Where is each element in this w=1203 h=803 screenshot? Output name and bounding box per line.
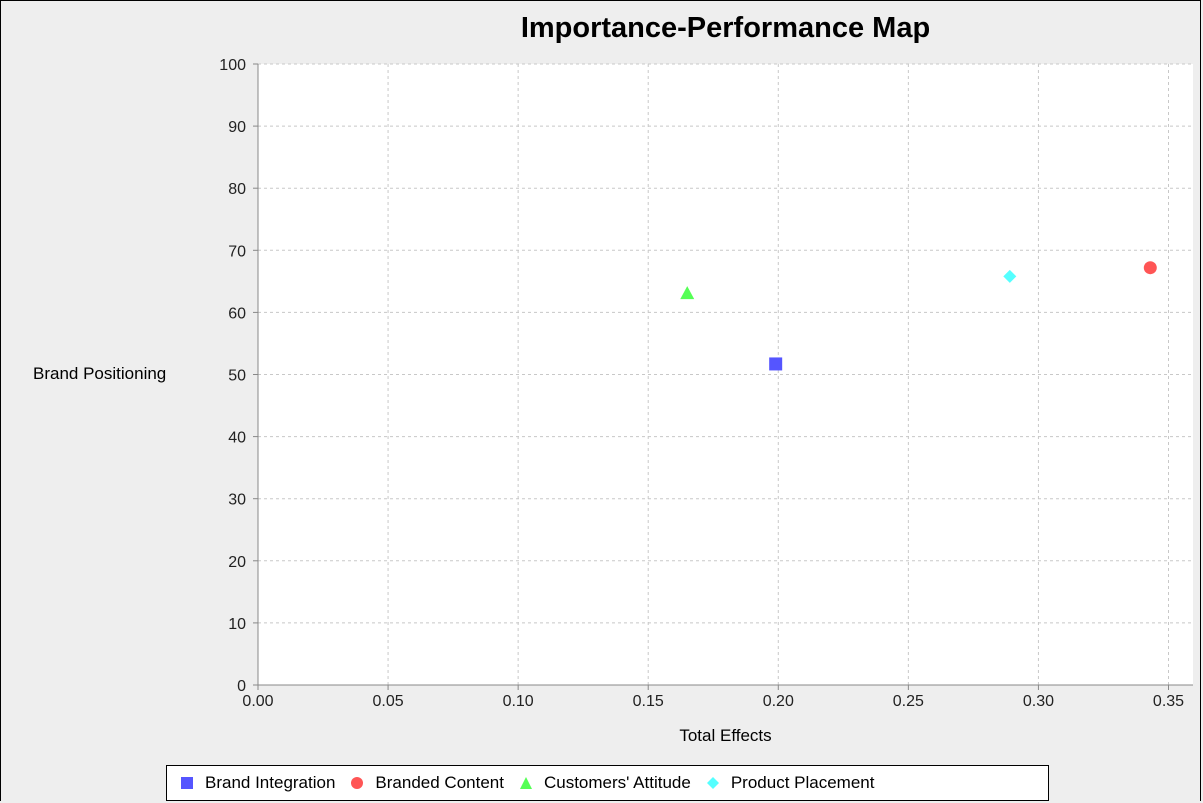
legend-item-product-placement: Product Placement <box>705 773 875 793</box>
triangle-marker-icon <box>519 777 532 789</box>
data-point-brand-integration <box>769 357 783 371</box>
legend-marker-shape <box>706 777 719 789</box>
y-axis-label: Brand Positioning <box>33 364 167 383</box>
legend-marker-shape <box>519 777 532 789</box>
legend-item-brand-integration: Brand Integration <box>179 773 335 793</box>
y-tick-label: 40 <box>228 430 246 447</box>
plot-area <box>258 64 1193 685</box>
circle-marker-icon <box>351 777 364 789</box>
x-tick-label: 0.15 <box>633 693 664 710</box>
y-tick-label: 90 <box>228 119 246 136</box>
square-marker-icon <box>181 777 193 789</box>
y-tick-label: 60 <box>228 305 246 322</box>
y-tick-label: 50 <box>228 368 246 385</box>
x-tick-label: 0.25 <box>893 693 924 710</box>
data-point-customers-attitude <box>680 286 695 300</box>
y-tick-label: 30 <box>228 492 246 509</box>
x-tick-label: 0.10 <box>503 693 534 710</box>
diamond-marker-icon <box>706 777 719 789</box>
x-tick-label: 0.05 <box>373 693 404 710</box>
y-tick-label: 70 <box>228 243 246 260</box>
chart-title: Importance-Performance Map <box>520 12 931 44</box>
x-axis-label: Total Effects <box>679 726 772 745</box>
legend-label: Branded Content <box>375 773 504 792</box>
y-tick-label: 100 <box>219 57 246 74</box>
legend-label: Customers' Attitude <box>543 773 691 792</box>
legend-label: Product Placement <box>730 773 875 792</box>
x-tick-label: 0.00 <box>242 693 273 710</box>
legend: Brand Integration Branded Content Custom… <box>166 765 1049 801</box>
x-tick-label: 0.35 <box>1153 693 1184 710</box>
y-tick-label: 0 <box>237 678 246 695</box>
legend-item-customers-attitude: Customers' Attitude <box>518 773 691 793</box>
legend-marker-shape <box>181 777 193 789</box>
legend-label: Brand Integration <box>205 773 336 792</box>
x-tick-label: 0.20 <box>763 693 794 710</box>
data-point-branded-content <box>1143 261 1157 275</box>
legend-item-branded-content: Branded Content <box>349 773 504 793</box>
y-tick-label: 80 <box>228 181 246 198</box>
data-point-product-placement <box>1003 269 1017 283</box>
legend-marker-shape <box>351 777 364 789</box>
y-tick-label: 20 <box>228 554 246 571</box>
y-tick-label: 10 <box>228 616 246 633</box>
x-tick-label: 0.30 <box>1023 693 1054 710</box>
